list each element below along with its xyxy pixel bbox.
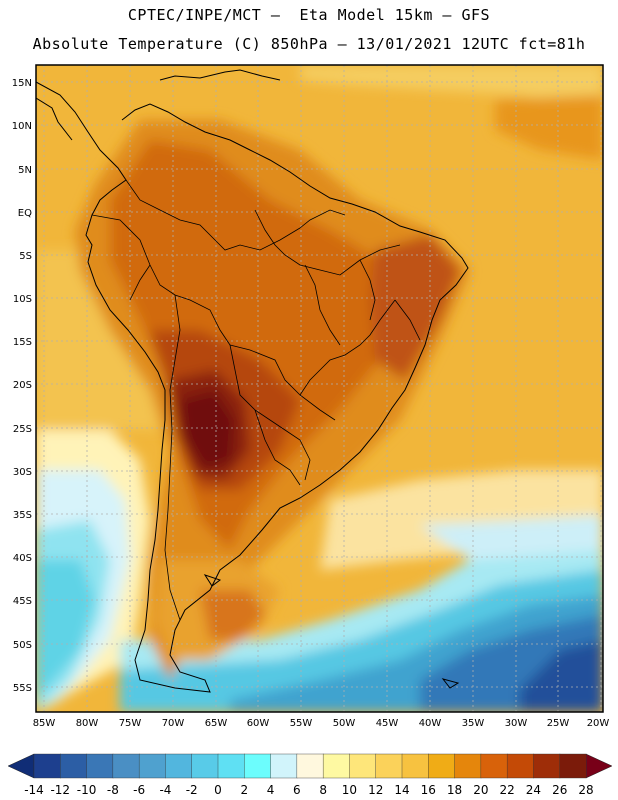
colorbar-swatch [506,753,534,779]
colorbar-tick-label: 12 [368,783,383,797]
colorbar-tick-label: 20 [473,783,488,797]
colorbar-tick-label: -4 [159,783,171,797]
longitude-labels: 85W 80W 75W 70W 65W 60W 55W 50W 45W 40W … [33,718,610,729]
colorbar-tick-label: -12 [50,783,70,797]
colorbar: -14 -12 -10 -8 -6 -4 -2 0 2 4 6 8 10 12 14 16 18 20 22 24 26… [7,753,613,797]
colorbar-tick-label: 2 [240,783,248,797]
lon-label: 75W [119,718,142,729]
colorbar-swatch [480,753,508,779]
country-borders [91,179,421,621]
colorbar-swatch [375,753,403,779]
colorbar-over-arrow [585,753,613,779]
lat-label: 35S [13,510,32,521]
colorbar-tick-label: 24 [526,783,541,797]
lon-label: 65W [205,718,228,729]
colorbar-swatch [428,753,456,779]
lat-label: 20S [13,380,32,391]
colorbar-swatches [33,753,587,779]
colorbar-tick-label: 26 [552,783,567,797]
lon-label: 40W [419,718,442,729]
colorbar-tick-label: 14 [394,783,409,797]
colorbar-tick-labels: -14 -12 -10 -8 -6 -4 -2 0 2 4 6 8 10 12 14 16 18 20 22 24 26… [24,783,593,797]
colorbar-swatch [138,753,166,779]
lon-label: 55W [290,718,313,729]
lon-label: 20W [587,718,610,729]
map-title-line-1: CPTEC/INPE/MCT – Eta Model 15km – GFS [127,6,491,24]
colorbar-swatch [33,753,61,779]
lat-label: EQ [18,208,32,219]
lon-label: 45W [376,718,399,729]
latitude-labels: 15N 10N 5N EQ 5S 10S 15S 20S 25S 30S 35S… [12,78,32,694]
colorbar-tick-label: 6 [293,783,301,797]
colorbar-swatch [349,753,377,779]
lat-label: 55S [13,683,32,694]
lon-label: 70W [162,718,185,729]
colorbar-swatch [244,753,272,779]
colorbar-tick-label: -10 [77,783,97,797]
lat-label: 50S [13,640,32,651]
lat-label: 15N [12,78,32,89]
colorbar-tick-label: -8 [107,783,119,797]
lat-label: 10S [13,294,32,305]
colorbar-swatch [191,753,219,779]
colorbar-swatch [559,753,587,779]
colorbar-under-arrow [7,753,35,779]
colorbar-tick-label: 0 [214,783,222,797]
colorbar-tick-label: 10 [342,783,357,797]
colorbar-swatch [454,753,482,779]
map-frame [35,64,604,713]
lon-label: 35W [462,718,485,729]
lon-label: 25W [547,718,570,729]
lat-label: 10N [12,121,32,132]
lon-label: 50W [333,718,356,729]
coastline [36,69,469,693]
lat-label: 5N [18,165,32,176]
colorbar-tick-label: 22 [500,783,515,797]
colorbar-swatch [217,753,245,779]
lat-label: 15S [13,337,32,348]
lon-label: 60W [247,718,270,729]
lat-label: 25S [13,424,32,435]
colorbar-swatch [270,753,298,779]
colorbar-swatch [165,753,193,779]
colorbar-swatch [533,753,561,779]
lat-label: 30S [13,467,32,478]
lat-label: 45S [13,596,32,607]
colorbar-swatch [60,753,88,779]
colorbar-swatch [296,753,324,779]
temperature-field [36,65,603,712]
colorbar-tick-label: -14 [24,783,44,797]
colorbar-tick-label: 28 [578,783,593,797]
colorbar-tick-label: 4 [267,783,275,797]
colorbar-swatch [112,753,140,779]
colorbar-swatch [86,753,114,779]
colorbar-tick-label: 18 [447,783,462,797]
colorbar-swatch [401,753,429,779]
lon-label: 80W [76,718,99,729]
colorbar-swatch [322,753,350,779]
colorbar-tick-label: 16 [421,783,436,797]
colorbar-tick-label: -2 [186,783,198,797]
lon-label: 85W [33,718,56,729]
colorbar-tick-label: 8 [319,783,327,797]
lat-label: 5S [19,251,32,262]
lon-label: 30W [505,718,528,729]
map-title-line-2: Absolute Temperature (C) 850hPa – 13/01/… [32,35,586,53]
lat-label: 40S [13,553,32,564]
colorbar-tick-label: -6 [133,783,145,797]
